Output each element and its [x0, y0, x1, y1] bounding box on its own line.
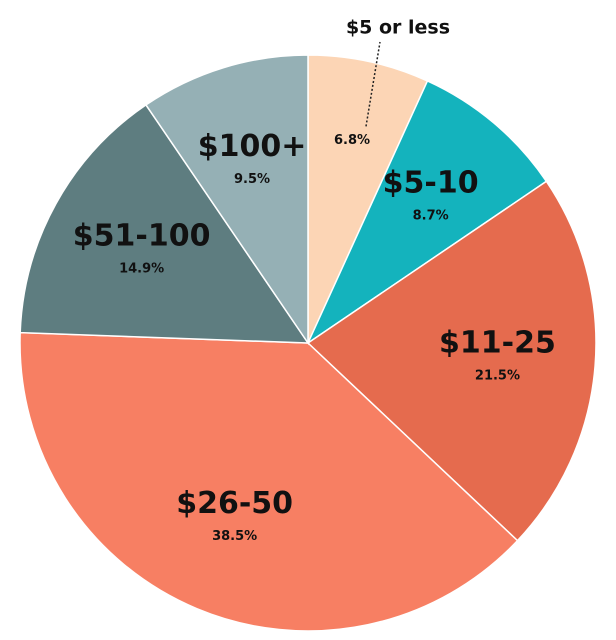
value-label: 8.7% [413, 208, 449, 223]
value-label: 14.9% [119, 262, 164, 277]
category-label: $51-100 [73, 219, 211, 254]
pie-slice [307, 54, 429, 344]
pie-slice [306, 180, 597, 542]
pie-slice [144, 54, 309, 346]
category-label: $100+ [198, 129, 307, 164]
category-label: $5 or less [346, 17, 450, 39]
value-label: 9.5% [234, 172, 270, 187]
value-label: 21.5% [475, 369, 520, 384]
value-label: 38.5% [212, 529, 257, 544]
pie-slice [19, 103, 310, 344]
value-label: 6.8% [334, 133, 370, 148]
category-label: $26-50 [176, 486, 293, 521]
category-label: $11-25 [439, 326, 556, 361]
category-label: $5-10 [383, 165, 479, 200]
pie-slice [306, 79, 548, 346]
pie-slice [19, 331, 519, 632]
